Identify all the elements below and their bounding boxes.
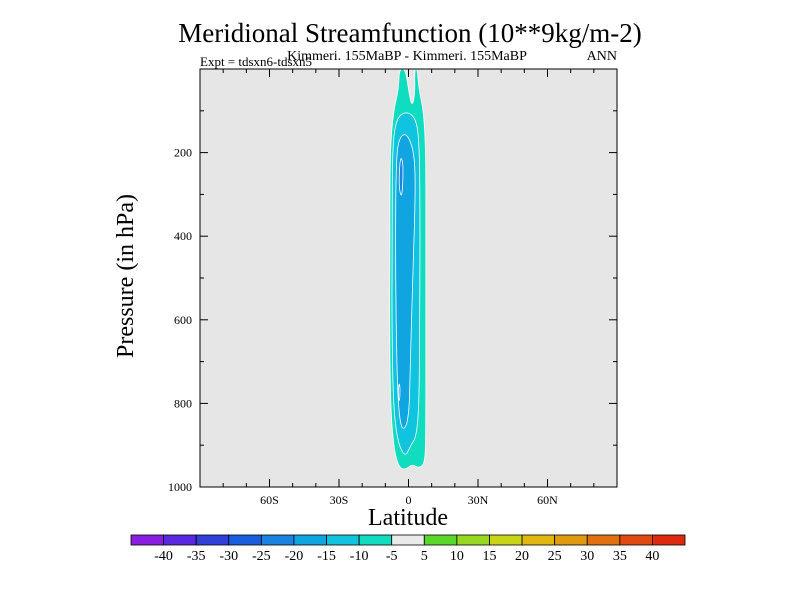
y-axis-label: Pressure (in hPa) xyxy=(113,194,139,358)
colorbar-label: 10 xyxy=(450,549,464,564)
x-tick-label: 0 xyxy=(406,493,412,507)
y-tick-label: 200 xyxy=(174,146,192,160)
colorbar-label: -5 xyxy=(386,549,398,564)
colorbar-label: -10 xyxy=(350,549,369,564)
contour-region-3 xyxy=(398,158,404,196)
colorbar-swatch xyxy=(358,534,393,546)
y-tick-label: 1000 xyxy=(168,480,192,494)
chart-subtitle-right: ANN xyxy=(587,49,617,64)
colorbar-label: 30 xyxy=(580,549,594,564)
colorbar-swatch xyxy=(391,534,425,546)
colorbar-swatch xyxy=(489,534,523,546)
colorbar-swatch xyxy=(521,534,556,546)
contour-region-2 xyxy=(395,134,416,429)
x-axis-label: Latitude xyxy=(368,505,448,531)
x-tick-label: 30S xyxy=(330,493,349,507)
colorbar-swatch xyxy=(228,534,262,546)
colorbar-label: 35 xyxy=(613,549,627,564)
colorbar-swatch xyxy=(586,534,621,546)
colorbar-swatch xyxy=(326,534,360,546)
y-tick-label: 600 xyxy=(174,313,192,327)
colorbar-swatch xyxy=(195,534,230,546)
x-tick-label: 60S xyxy=(260,493,279,507)
colorbar-label: 15 xyxy=(482,549,496,564)
colorbar-label: 40 xyxy=(645,549,659,564)
colorbar-swatch xyxy=(260,534,295,546)
colorbar-swatch xyxy=(619,534,653,546)
chart-subtitle-center: Kimmeri. 155MaBP - Kimmeri. 155MaBP xyxy=(287,49,527,64)
colorbar-swatch xyxy=(652,534,686,546)
colorbar-swatch xyxy=(130,534,164,546)
colorbar-label: 25 xyxy=(548,549,562,564)
axis-ticks: 60S 30S 0 30N 60N 200 400 600 800 1000 xyxy=(168,69,617,507)
y-tick-label: 400 xyxy=(174,229,192,243)
x-tick-label: 30N xyxy=(468,493,489,507)
colorbar-label: -35 xyxy=(187,549,206,564)
colorbar-swatch xyxy=(554,534,588,546)
colorbar-label: -25 xyxy=(252,549,271,564)
colorbar-label: 20 xyxy=(515,549,529,564)
contour-regions xyxy=(389,68,427,470)
colorbar-label: -20 xyxy=(285,549,304,564)
colorbar-swatch xyxy=(163,534,197,546)
chart-title: Meridional Streamfunction (10**9kg/m-2) xyxy=(178,18,641,48)
colorbar-swatch xyxy=(293,534,327,546)
colorbar-swatch xyxy=(456,534,490,546)
y-tick-label: 800 xyxy=(174,396,192,410)
x-tick-label: 60N xyxy=(537,493,558,507)
contour-region-4 xyxy=(398,383,401,401)
colorbar-label: 5 xyxy=(421,549,428,564)
chart-subtitle-left: Expt = tdsxn6-tdsxn5 xyxy=(200,54,312,69)
colorbar: -40 -35 -30 -25 -20 -15 -10 -5 5 10 15 20 25 30 35 40 xyxy=(130,534,686,564)
colorbar-label: -30 xyxy=(219,549,238,564)
colorbar-swatch xyxy=(423,534,458,546)
colorbar-label: -15 xyxy=(317,549,336,564)
colorbar-label: -40 xyxy=(154,549,173,564)
